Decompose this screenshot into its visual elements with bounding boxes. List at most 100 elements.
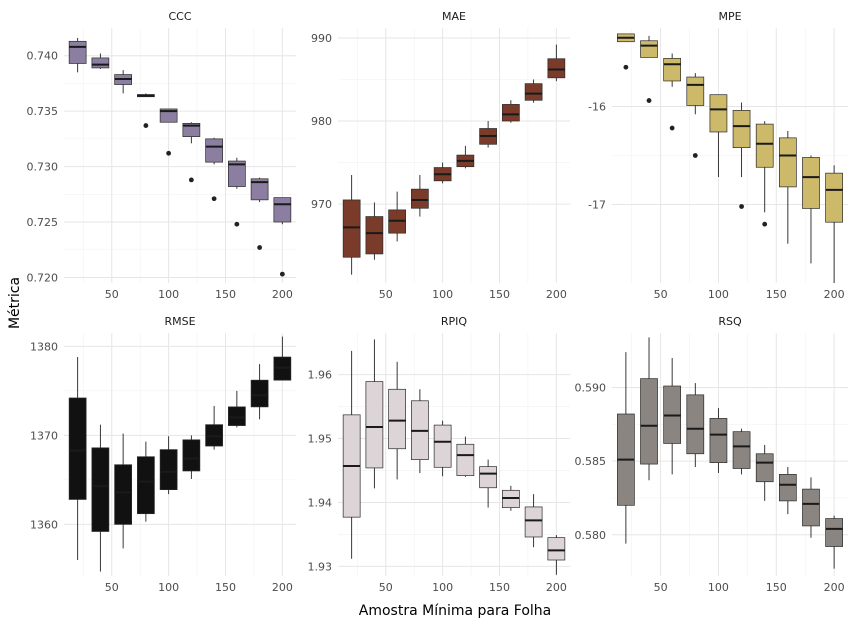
box-ccc [250, 177, 269, 250]
box-rpiq [456, 436, 475, 477]
x-tick-label: 100 [158, 581, 179, 594]
box-rpiq [502, 485, 520, 511]
box-mpe [802, 155, 820, 264]
box-iqr [686, 394, 705, 455]
x-tick-label: 200 [546, 581, 567, 594]
y-tick-label: 1.95 [308, 433, 333, 446]
box-ccc [68, 37, 87, 73]
box-iqr [524, 83, 543, 101]
box-iqr [479, 466, 497, 489]
x-tick-label: 50 [105, 288, 119, 301]
box-rpiq [547, 535, 566, 575]
box-iqr [732, 110, 751, 149]
panel-rsq: RSQ 0.580 0.585 0.590 50 100 150 200 [575, 315, 848, 594]
box-mpe [755, 121, 774, 227]
box-rpiq [524, 494, 543, 548]
box-iqr [68, 397, 87, 500]
y-tick-label: 0.720 [27, 271, 59, 284]
box-iqr [802, 157, 820, 209]
box-iqr [547, 58, 566, 79]
box-iqr [388, 388, 406, 450]
x-tick-label: 200 [272, 581, 293, 594]
box-mpe [686, 73, 705, 158]
panel-title-mpe: MPE [718, 10, 741, 23]
y-tick-label: 0.735 [27, 105, 59, 118]
box-iqr [182, 439, 201, 472]
panel-title-rpiq: RPIQ [441, 315, 468, 328]
box-mae [547, 44, 566, 82]
x-tick-label: 50 [654, 288, 668, 301]
box-outlier [257, 245, 263, 250]
box-outlier [188, 177, 194, 183]
panel-title-rmse: RMSE [164, 315, 195, 328]
box-mpe [640, 35, 658, 103]
box-rmse [273, 336, 292, 381]
box-iqr [68, 40, 87, 64]
y-tick-label: 0.740 [27, 50, 59, 63]
box-mae [342, 175, 361, 275]
x-tick-label: 150 [489, 581, 510, 594]
box-iqr [732, 431, 751, 469]
box-iqr [709, 418, 728, 463]
box-iqr [228, 406, 246, 426]
box-iqr [205, 138, 223, 163]
box-rsq [640, 337, 658, 481]
box-outlier [234, 221, 240, 227]
y-tick-label: 970 [311, 198, 332, 211]
y-tick-label: -17 [588, 199, 606, 212]
x-tick-label: 100 [158, 288, 179, 301]
box-outlier [623, 64, 629, 70]
y-tick-label: 1360 [30, 518, 58, 531]
box-outlier [762, 221, 768, 227]
box-iqr [342, 199, 361, 258]
box-ccc [182, 122, 201, 183]
box-iqr [755, 453, 774, 483]
box-rmse [228, 390, 246, 428]
x-tick-label: 50 [654, 581, 668, 594]
x-tick-label: 150 [766, 581, 787, 594]
box-iqr [686, 76, 705, 106]
box-iqr [802, 488, 820, 527]
box-ccc [137, 93, 155, 128]
x-tick-label: 100 [708, 581, 729, 594]
box-mpe [778, 130, 797, 244]
box-mpe [825, 165, 843, 283]
box-mae [388, 191, 406, 242]
box-rpiq [388, 361, 406, 480]
box-iqr [250, 178, 269, 201]
box-iqr [411, 188, 429, 209]
box-ccc [205, 137, 223, 202]
panel-mpe: MPE -17 -16 50 100 150 200 [588, 10, 848, 301]
box-mae [411, 175, 429, 217]
x-tick-label: 150 [766, 288, 787, 301]
box-rpiq [365, 339, 384, 489]
box-iqr [524, 506, 543, 538]
y-tick-label: 0.590 [575, 381, 607, 394]
x-axis-title: Amostra Mínima para Folha [359, 603, 551, 619]
x-tick-label: 100 [432, 581, 453, 594]
y-tick-label: 0.725 [27, 216, 59, 229]
box-iqr [365, 381, 384, 469]
box-iqr [825, 518, 843, 547]
x-tick-label: 50 [105, 581, 119, 594]
box-iqr [273, 197, 292, 223]
box-mae [502, 100, 520, 123]
box-iqr [91, 57, 110, 69]
box-rpiq [433, 420, 452, 477]
box-rsq [755, 444, 774, 501]
box-iqr [640, 40, 658, 58]
panel-rmse: RMSE 1360 1370 1380 50 100 150 200 [30, 315, 296, 594]
box-mae [365, 202, 384, 260]
box-iqr [365, 216, 384, 255]
box-rsq [617, 352, 635, 544]
box-iqr [663, 58, 682, 82]
box-ccc [228, 157, 246, 227]
box-outlier [166, 150, 172, 156]
box-outlier [739, 204, 744, 209]
box-iqr [778, 137, 797, 188]
box-rsq [802, 477, 820, 538]
box-rpiq [411, 389, 429, 474]
box-outlier [143, 123, 149, 128]
box-iqr [159, 108, 178, 123]
